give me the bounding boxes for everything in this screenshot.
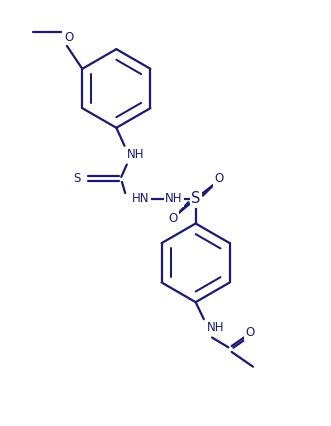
Text: O: O bbox=[64, 31, 73, 44]
Text: NH: NH bbox=[127, 148, 145, 161]
Text: HN: HN bbox=[132, 193, 150, 205]
Text: S: S bbox=[191, 191, 200, 207]
Text: S: S bbox=[73, 172, 81, 185]
Text: O: O bbox=[246, 326, 255, 340]
Text: O: O bbox=[169, 212, 178, 225]
Text: NH: NH bbox=[207, 321, 225, 334]
Text: NH: NH bbox=[165, 193, 182, 205]
Text: O: O bbox=[214, 172, 224, 185]
